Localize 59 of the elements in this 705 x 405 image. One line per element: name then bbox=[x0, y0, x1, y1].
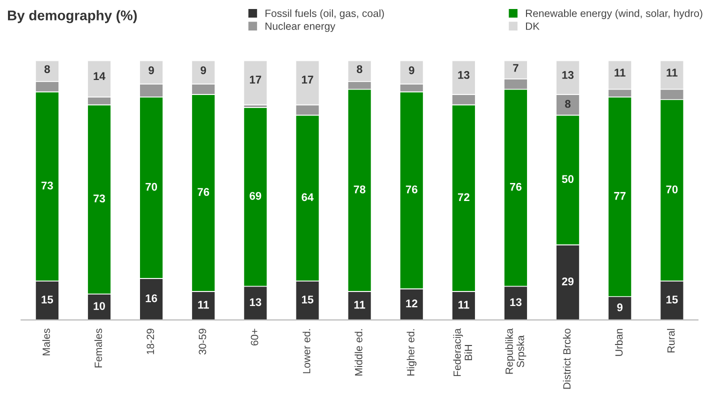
data-label: 78 bbox=[354, 185, 366, 194]
data-label: 15 bbox=[302, 296, 314, 304]
data-label: 9 bbox=[617, 303, 623, 312]
data-label: 11 bbox=[614, 68, 626, 76]
data-label: 8 bbox=[565, 100, 571, 108]
data-label: 13 bbox=[458, 71, 470, 79]
legend-label: DK bbox=[526, 22, 540, 30]
x-tick-label: Males bbox=[42, 328, 50, 356]
chart-title: By demography (%) bbox=[8, 10, 137, 24]
data-label: 76 bbox=[198, 188, 210, 196]
data-label: 76 bbox=[510, 182, 522, 191]
data-label: 11 bbox=[666, 68, 678, 76]
x-tick-label: Middle ed. bbox=[354, 329, 362, 376]
data-label: 11 bbox=[354, 300, 366, 309]
data-label: 7 bbox=[513, 64, 518, 72]
data-label: 73 bbox=[41, 182, 53, 190]
legend-label: Fossil fuels (oil, gas, coal) bbox=[266, 9, 384, 20]
x-tick-label: Federacija BiH bbox=[453, 328, 472, 376]
data-label: 50 bbox=[562, 175, 574, 183]
data-label: 29 bbox=[562, 277, 574, 286]
data-label: 12 bbox=[406, 300, 418, 308]
x-tick-label: Higher ed. bbox=[406, 329, 416, 376]
legend-label: Renewable energy (wind, solar, hydro) bbox=[526, 9, 702, 20]
data-label: 10 bbox=[94, 302, 105, 310]
x-tick-label: 18-29 bbox=[146, 328, 154, 354]
x-tick-label: 60+ bbox=[250, 328, 258, 346]
data-label: 70 bbox=[146, 182, 158, 191]
bar bbox=[243, 60, 268, 106]
x-tick-label: Urban bbox=[615, 328, 623, 356]
data-label: 9 bbox=[200, 66, 206, 74]
data-label: 17 bbox=[250, 76, 262, 84]
x-tick-label: 30-59 bbox=[198, 328, 206, 355]
data-label: 73 bbox=[94, 194, 106, 202]
data-label: 11 bbox=[198, 300, 209, 309]
data-label: 9 bbox=[408, 66, 414, 74]
data-label: 11 bbox=[458, 300, 470, 309]
x-tick-label: Rural bbox=[667, 328, 675, 352]
data-label: 13 bbox=[510, 298, 522, 306]
data-label: 14 bbox=[94, 72, 106, 80]
data-label: 70 bbox=[666, 185, 678, 194]
data-label: 17 bbox=[302, 76, 314, 84]
legend-label: Nuclear energy bbox=[266, 22, 336, 32]
data-label: 9 bbox=[148, 66, 154, 74]
data-label: 15 bbox=[42, 296, 54, 304]
data-label: 13 bbox=[562, 71, 574, 79]
data-label: 77 bbox=[614, 192, 626, 200]
data-label: 8 bbox=[44, 65, 50, 74]
data-label: 72 bbox=[458, 193, 470, 201]
x-tick-label: District Brcko bbox=[562, 328, 571, 389]
data-label: 64 bbox=[302, 193, 314, 202]
x-tick-label: Republika Srpska bbox=[505, 328, 526, 374]
data-label: 76 bbox=[406, 185, 418, 194]
data-label: 8 bbox=[356, 65, 362, 74]
x-tick-label: Lower ed. bbox=[302, 329, 310, 374]
data-label: 69 bbox=[250, 192, 262, 200]
data-label: 15 bbox=[666, 296, 678, 304]
x-tick-label: Females bbox=[94, 328, 102, 368]
data-label: 16 bbox=[146, 294, 158, 302]
data-label: 13 bbox=[250, 298, 262, 306]
